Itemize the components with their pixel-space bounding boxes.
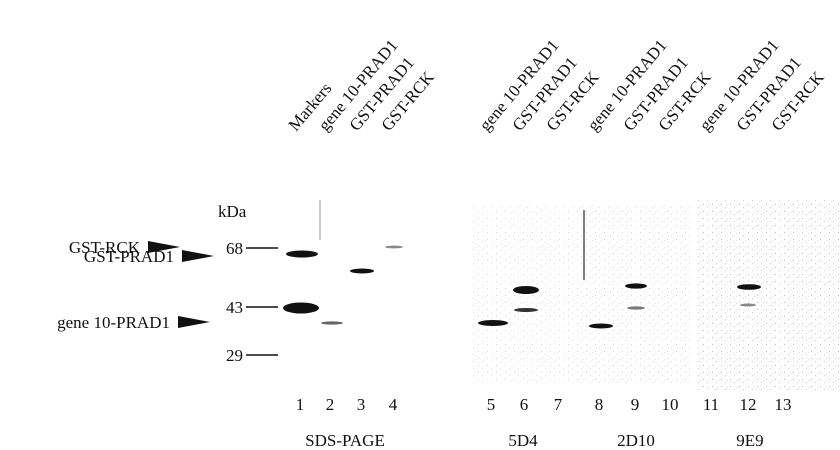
band-label: GST-RCK: [69, 238, 141, 257]
band: [350, 268, 374, 274]
lane-number: 1: [296, 395, 305, 414]
band: [478, 320, 508, 326]
marker-label: 43: [226, 298, 243, 317]
group-label: 2D10: [617, 431, 655, 450]
arrows: [148, 241, 214, 328]
lane-number: 9: [631, 395, 640, 414]
blot-2d10: [580, 205, 690, 385]
band: [321, 321, 343, 325]
band-label: GST-PRAD1: [84, 247, 174, 266]
band: [286, 250, 318, 258]
marker-label: 68: [226, 239, 243, 258]
group-label: 5D4: [508, 431, 538, 450]
band: [514, 308, 538, 312]
lane-number: 8: [595, 395, 604, 414]
lane-number: 13: [775, 395, 792, 414]
marker-label: 29: [226, 346, 243, 365]
blot-9e9: [695, 200, 840, 390]
band: [513, 286, 539, 294]
arrow: [182, 250, 214, 262]
band: [737, 284, 761, 290]
band: [589, 323, 613, 329]
arrow: [148, 241, 180, 253]
band-label: gene 10-PRAD1: [57, 313, 170, 332]
arrow: [178, 316, 210, 328]
group-label: SDS-PAGE: [305, 431, 385, 450]
group-label: 9E9: [736, 431, 763, 450]
bands: [283, 245, 761, 329]
lane-number: 12: [740, 395, 757, 414]
marker-ticks: [246, 247, 278, 356]
lane-number: 5: [487, 395, 496, 414]
band: [385, 245, 403, 249]
blot-5d4: [470, 205, 580, 385]
lane-number: 11: [703, 395, 719, 414]
lane-number: 4: [389, 395, 398, 414]
lane-number: 10: [662, 395, 679, 414]
band: [625, 283, 647, 289]
lane-number: 7: [554, 395, 563, 414]
lane-number: 3: [357, 395, 366, 414]
lane-number: 6: [520, 395, 529, 414]
band: [283, 302, 319, 314]
lane-number: 2: [326, 395, 335, 414]
band: [627, 306, 645, 310]
band: [740, 303, 756, 307]
unit-label: kDa: [218, 202, 247, 221]
